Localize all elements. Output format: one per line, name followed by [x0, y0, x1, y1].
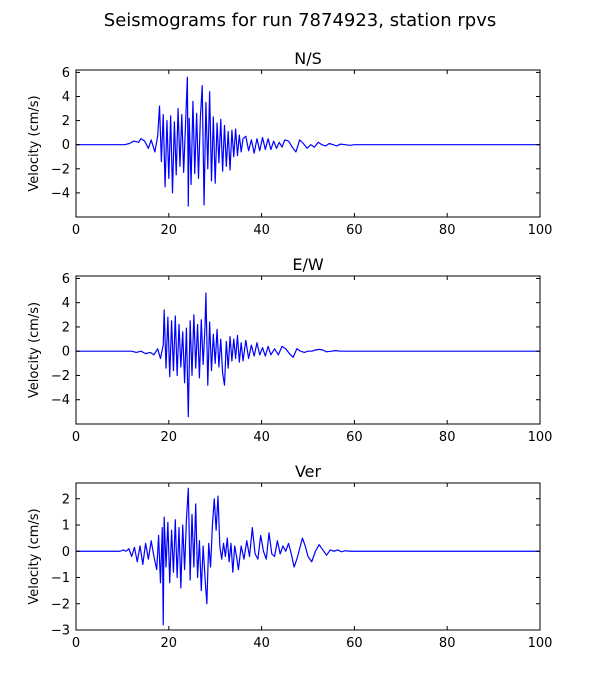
x-tick-label: 40 — [253, 636, 270, 651]
plot-frame — [75, 482, 541, 631]
chart-panel: 0 20 40 60 80 100 −4 −2 0 2 4 6 N/S Velocity (cm/s) — [27, 49, 552, 238]
x-tick-label: 0 — [72, 636, 80, 651]
figure-title: Seismograms for run 7874923, station rpv… — [103, 10, 497, 31]
panel-title: Ver — [295, 462, 322, 481]
y-tick-label: 4 — [62, 90, 70, 105]
x-tick-label: 40 — [253, 223, 270, 238]
y-tick-label: 0 — [62, 545, 70, 560]
series-line — [76, 487, 540, 626]
y-tick-label: 2 — [62, 492, 70, 507]
y-axis-label: Velocity (cm/s) — [27, 508, 42, 604]
chart-panel: 0 20 40 60 80 100 −4 −2 0 2 4 6 E/W Velocity (cm/s) — [27, 255, 552, 445]
plot-frame — [75, 275, 541, 425]
y-tick-label: −4 — [51, 393, 70, 408]
x-tick-label: 100 — [528, 636, 553, 651]
x-tick-label: 40 — [253, 430, 270, 445]
x-tick-label: 20 — [161, 223, 178, 238]
series-line — [76, 292, 540, 418]
x-tick-label: 60 — [346, 223, 363, 238]
x-tick-label: 60 — [346, 636, 363, 651]
y-tick-label: −2 — [51, 369, 70, 384]
x-tick-label: 100 — [528, 430, 553, 445]
x-tick-label: 80 — [439, 223, 456, 238]
x-tick-label: 80 — [439, 636, 456, 651]
y-tick-label: 4 — [62, 296, 70, 311]
y-tick-label: 6 — [62, 272, 70, 287]
y-tick-label: −3 — [51, 624, 70, 639]
x-tick-label: 20 — [161, 636, 178, 651]
y-axis-label: Velocity (cm/s) — [27, 95, 42, 191]
y-tick-label: 0 — [62, 138, 70, 153]
y-tick-label: −1 — [51, 571, 70, 586]
panel-title: N/S — [294, 49, 322, 68]
y-tick-label: 6 — [62, 66, 70, 81]
plot-frame — [75, 69, 541, 218]
x-tick-label: 100 — [528, 223, 553, 238]
x-tick-label: 20 — [161, 430, 178, 445]
y-tick-label: 2 — [62, 320, 70, 335]
y-tick-label: 1 — [62, 519, 70, 534]
x-tick-label: 60 — [346, 430, 363, 445]
series-line — [76, 76, 540, 207]
x-tick-label: 80 — [439, 430, 456, 445]
chart-panel: 0 20 40 60 80 100 −3 −2 −1 0 1 2 Ver Velocity (cm/s) — [27, 462, 552, 651]
y-tick-label: 2 — [62, 114, 70, 129]
y-tick-label: −4 — [51, 186, 70, 201]
y-tick-label: −2 — [51, 162, 70, 177]
y-axis-label: Velocity (cm/s) — [27, 302, 42, 398]
panel-title: E/W — [292, 255, 324, 274]
y-tick-label: −2 — [51, 597, 70, 612]
y-tick-label: 0 — [62, 345, 70, 360]
x-tick-label: 0 — [72, 430, 80, 445]
x-tick-label: 0 — [72, 223, 80, 238]
